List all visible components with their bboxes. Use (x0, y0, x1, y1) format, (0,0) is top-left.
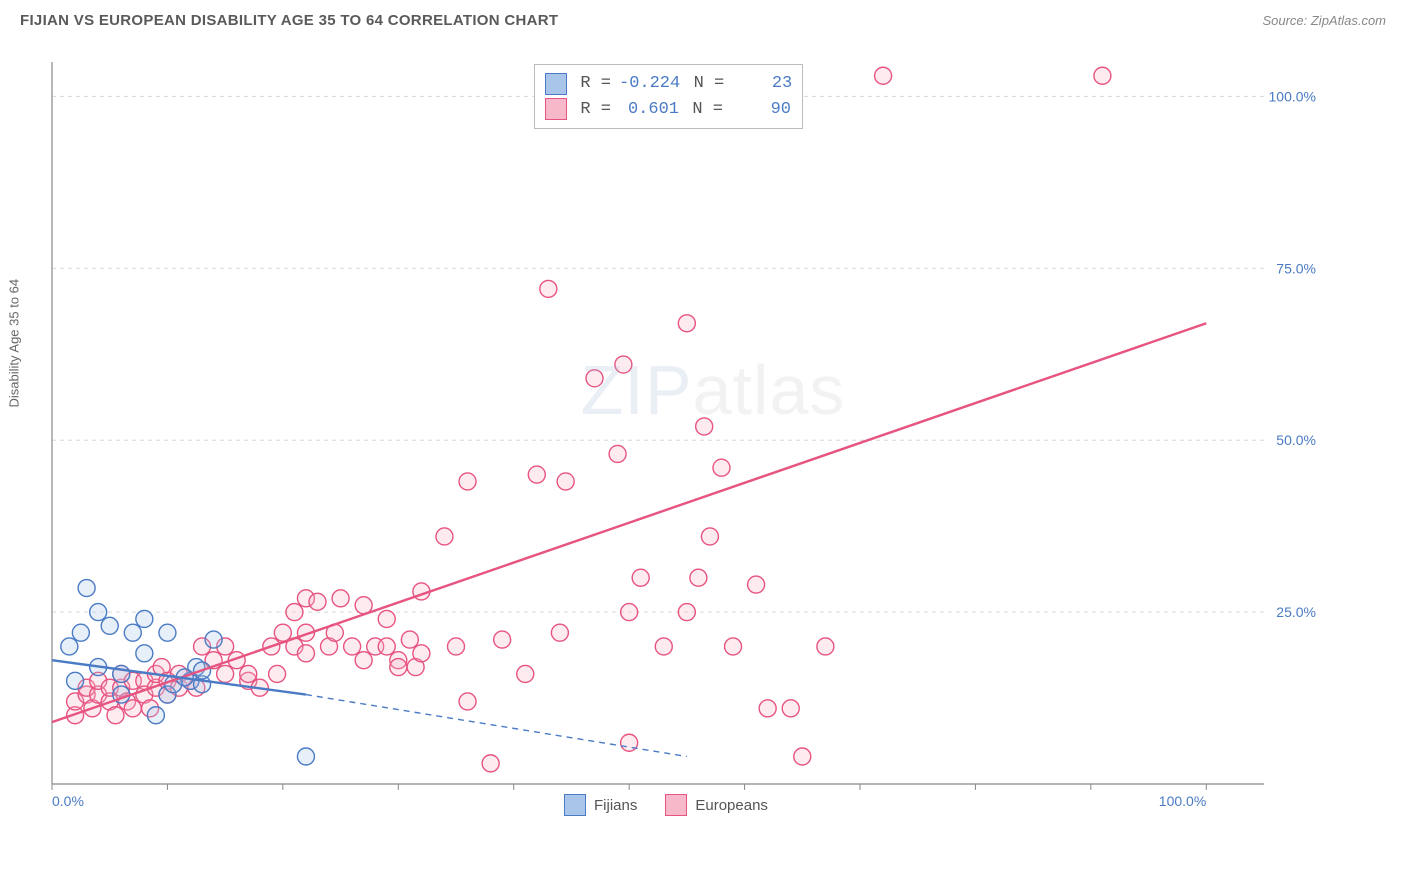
svg-text:75.0%: 75.0% (1276, 260, 1316, 276)
stat-n-label: N = (688, 71, 724, 97)
stat-n-europeans: 90 (731, 97, 791, 123)
chart-container: 25.0%50.0%75.0%100.0%0.0%100.0% ZIPatlas… (48, 58, 1378, 848)
svg-text:100.0%: 100.0% (1269, 88, 1316, 104)
legend-item-europeans: Europeans (665, 794, 768, 816)
legend-item-fijians: Fijians (564, 794, 637, 816)
stat-r-fijians: -0.224 (619, 71, 680, 97)
legend-swatch-europeans (665, 794, 687, 816)
swatch-fijians (545, 73, 567, 95)
chart-title: FIJIAN VS EUROPEAN DISABILITY AGE 35 TO … (20, 12, 558, 29)
scatter-chart-svg: 25.0% 50.0% 75.0% 100.0% 0.0% 100.0% (48, 58, 1320, 820)
stat-r-europeans: 0.601 (619, 97, 679, 123)
stat-r-label: R = (575, 71, 611, 97)
legend-bottom: Fijians Europeans (564, 794, 768, 816)
stat-row-europeans: R = 0.601 N = 90 (545, 97, 792, 123)
header-bar: FIJIAN VS EUROPEAN DISABILITY AGE 35 TO … (0, 0, 1406, 37)
stat-n-fijians: 23 (732, 71, 792, 97)
svg-text:100.0%: 100.0% (1159, 793, 1206, 809)
legend-swatch-fijians (564, 794, 586, 816)
legend-label-europeans: Europeans (695, 797, 768, 814)
y-axis-label: Disability Age 35 to 64 (7, 279, 22, 408)
svg-text:0.0%: 0.0% (52, 793, 84, 809)
stat-n-label-2: N = (687, 97, 723, 123)
legend-label-fijians: Fijians (594, 797, 637, 814)
stat-row-fijians: R = -0.224 N = 23 (545, 71, 792, 97)
correlation-stats-box: R = -0.224 N = 23 R = 0.601 N = 90 (534, 64, 803, 129)
source-label: Source: ZipAtlas.com (1262, 13, 1386, 28)
swatch-europeans (545, 98, 567, 120)
svg-text:25.0%: 25.0% (1276, 604, 1316, 620)
stat-r-label-2: R = (575, 97, 611, 123)
svg-text:50.0%: 50.0% (1276, 432, 1316, 448)
